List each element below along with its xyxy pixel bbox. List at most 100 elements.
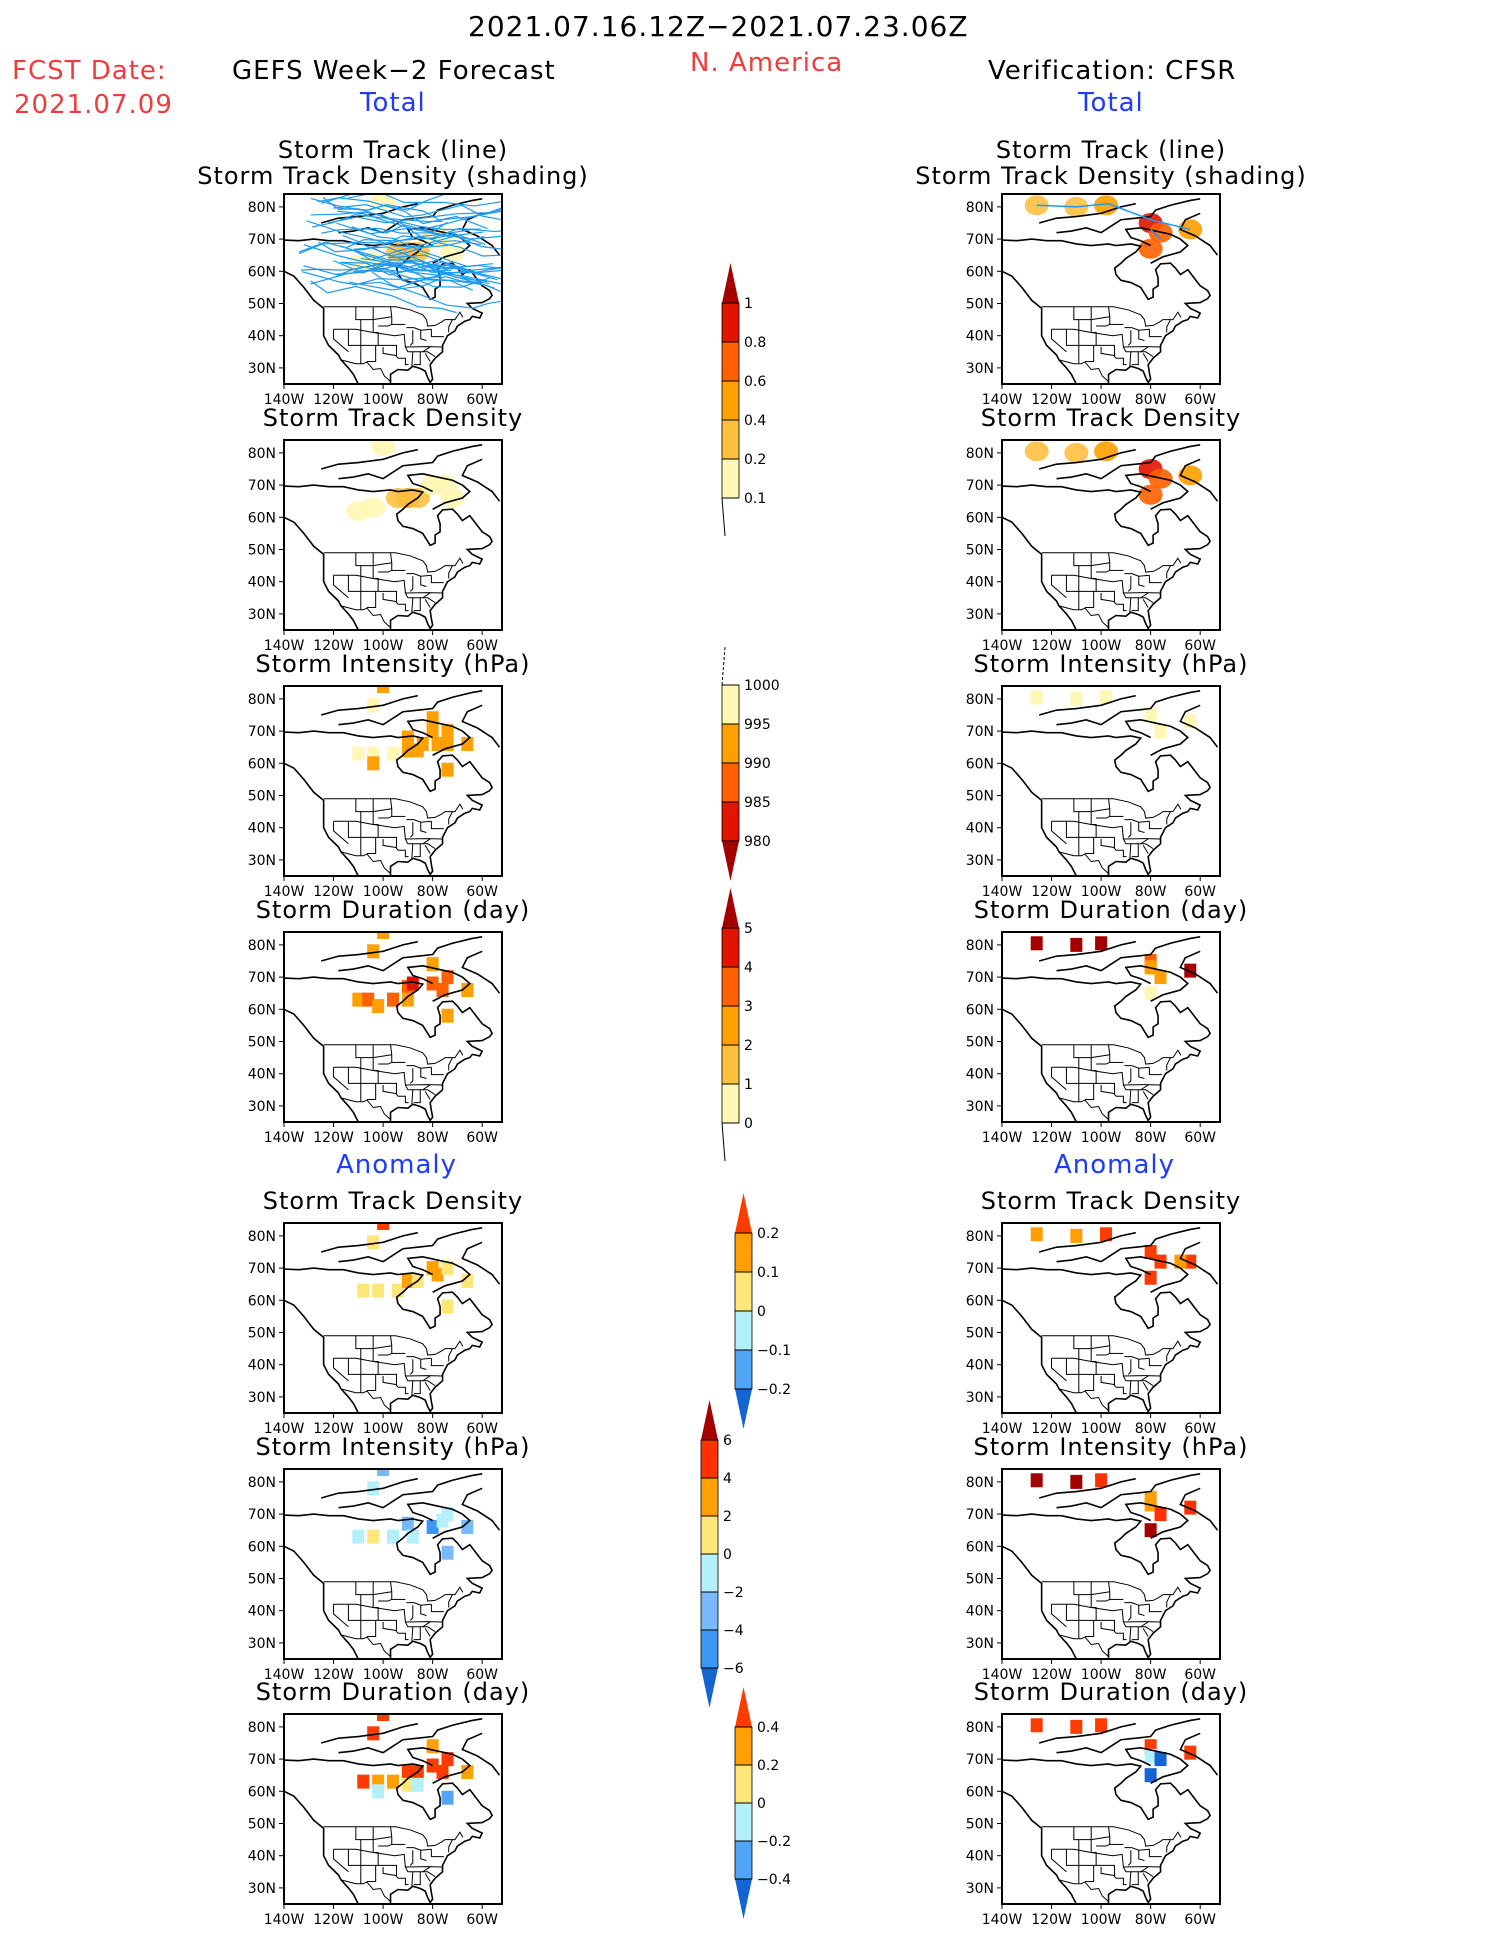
state-border [448,565,453,579]
storm-track-line [328,207,502,224]
state-border [323,1826,464,1847]
data-cell [1070,1474,1083,1489]
x-tick-label: 140W [982,884,1023,900]
data-cell [352,1529,365,1544]
data-cell [1095,936,1108,951]
state-border [1084,1865,1095,1882]
colorbar-label: 1 [744,1077,753,1093]
y-tick-label: 50N [248,788,276,804]
y-tick-label: 60N [966,756,994,772]
colorbar-upper-triangle [722,888,739,928]
coastline [1124,1256,1190,1293]
panel-title: Storm Track Density [980,404,1242,432]
x-tick-label: 100W [363,1667,404,1683]
storm-track-line [298,241,470,274]
colorbar-segment [721,723,740,764]
state-border [1065,575,1117,605]
colorbar-label: 0 [723,1547,732,1563]
colorbar-label: 6 [723,1433,732,1449]
state-border [1140,1626,1154,1633]
state-border [404,1375,431,1382]
state-border [409,1068,414,1084]
state-border [1041,798,1182,819]
state-border [1129,1871,1132,1887]
y-tick-label: 40N [966,1604,994,1620]
colorbar-label: 0 [744,1116,753,1132]
state-border [1051,821,1067,845]
state-border [1096,798,1111,819]
state-border [1073,552,1110,567]
storm-track-line [335,263,502,276]
state-border [1065,1604,1117,1634]
x-tick-label: 80W [1135,1421,1167,1437]
state-border [366,591,377,608]
state-border [372,1826,379,1866]
panel-title: Storm Intensity (hPa) [973,650,1249,678]
data-cell [367,1481,380,1496]
state-border [333,820,443,840]
data-cell [362,992,375,1007]
panel-title: Storm Intensity (hPa) [255,1433,531,1461]
coastline [320,694,418,716]
coastline [1002,976,1212,1122]
state-border [1051,1849,1067,1873]
y-tick-label: 70N [966,970,994,986]
state-border [406,1602,432,1606]
state-border [333,328,443,348]
state-border [430,1358,444,1367]
y-tick-label: 40N [248,1067,276,1083]
colorbar-segment [700,1515,719,1555]
state-border [1096,1826,1111,1847]
x-tick-label: 120W [1031,1421,1072,1437]
state-border [1090,798,1097,838]
data-cell [1144,1748,1157,1763]
state-border [333,1067,349,1091]
state-border [397,603,409,612]
x-tick-label: 80W [1135,1667,1167,1683]
state-border [1127,330,1132,346]
state-border [366,1620,377,1637]
state-border [333,1604,349,1628]
data-cell [1184,1500,1197,1515]
coastline [320,202,418,224]
state-border [1073,1826,1110,1841]
y-tick-label: 30N [248,1390,276,1406]
x-tick-label: 140W [982,1130,1023,1146]
state-border [1166,319,1171,333]
map-svg: 30N 40N 50N 60N 70N 80N 140W 120W 100W 80W 60W [248,439,503,654]
state-border [382,1866,397,1877]
panel-title: Storm Duration (day) [255,1678,531,1706]
x-tick-label: 140W [264,1421,305,1437]
state-border [333,329,349,353]
storm-track-line [310,211,448,233]
state-border [323,306,464,327]
state-border [1131,1871,1139,1886]
colorbar-segment [734,1232,753,1273]
x-tick-label: 80W [1135,1912,1167,1928]
colorbar-label: 985 [744,795,771,811]
state-border [1100,1866,1115,1877]
x-tick-label: 120W [1031,1912,1072,1928]
data-cell [1174,1254,1187,1269]
state-border [1051,1848,1161,1868]
y-tick-label: 70N [248,724,276,740]
y-tick-label: 80N [966,1229,994,1245]
data-cell [1030,1718,1043,1733]
data-cell [461,736,474,751]
data-cell [357,1283,370,1298]
coastline [1056,936,1201,972]
state-border [1140,351,1154,358]
coastline [1124,965,1190,1002]
data-cell [1184,963,1197,978]
y-tick-label: 40N [248,329,276,345]
y-tick-label: 60N [248,1784,276,1800]
state-border [422,1380,436,1387]
state-border [340,1634,391,1657]
x-tick-label: 60W [466,392,498,408]
data-cell [441,1299,454,1314]
state-border [1100,1375,1115,1386]
data-cell [441,1790,454,1805]
state-border [1127,576,1132,592]
state-border [355,798,392,813]
coastline [338,444,483,480]
